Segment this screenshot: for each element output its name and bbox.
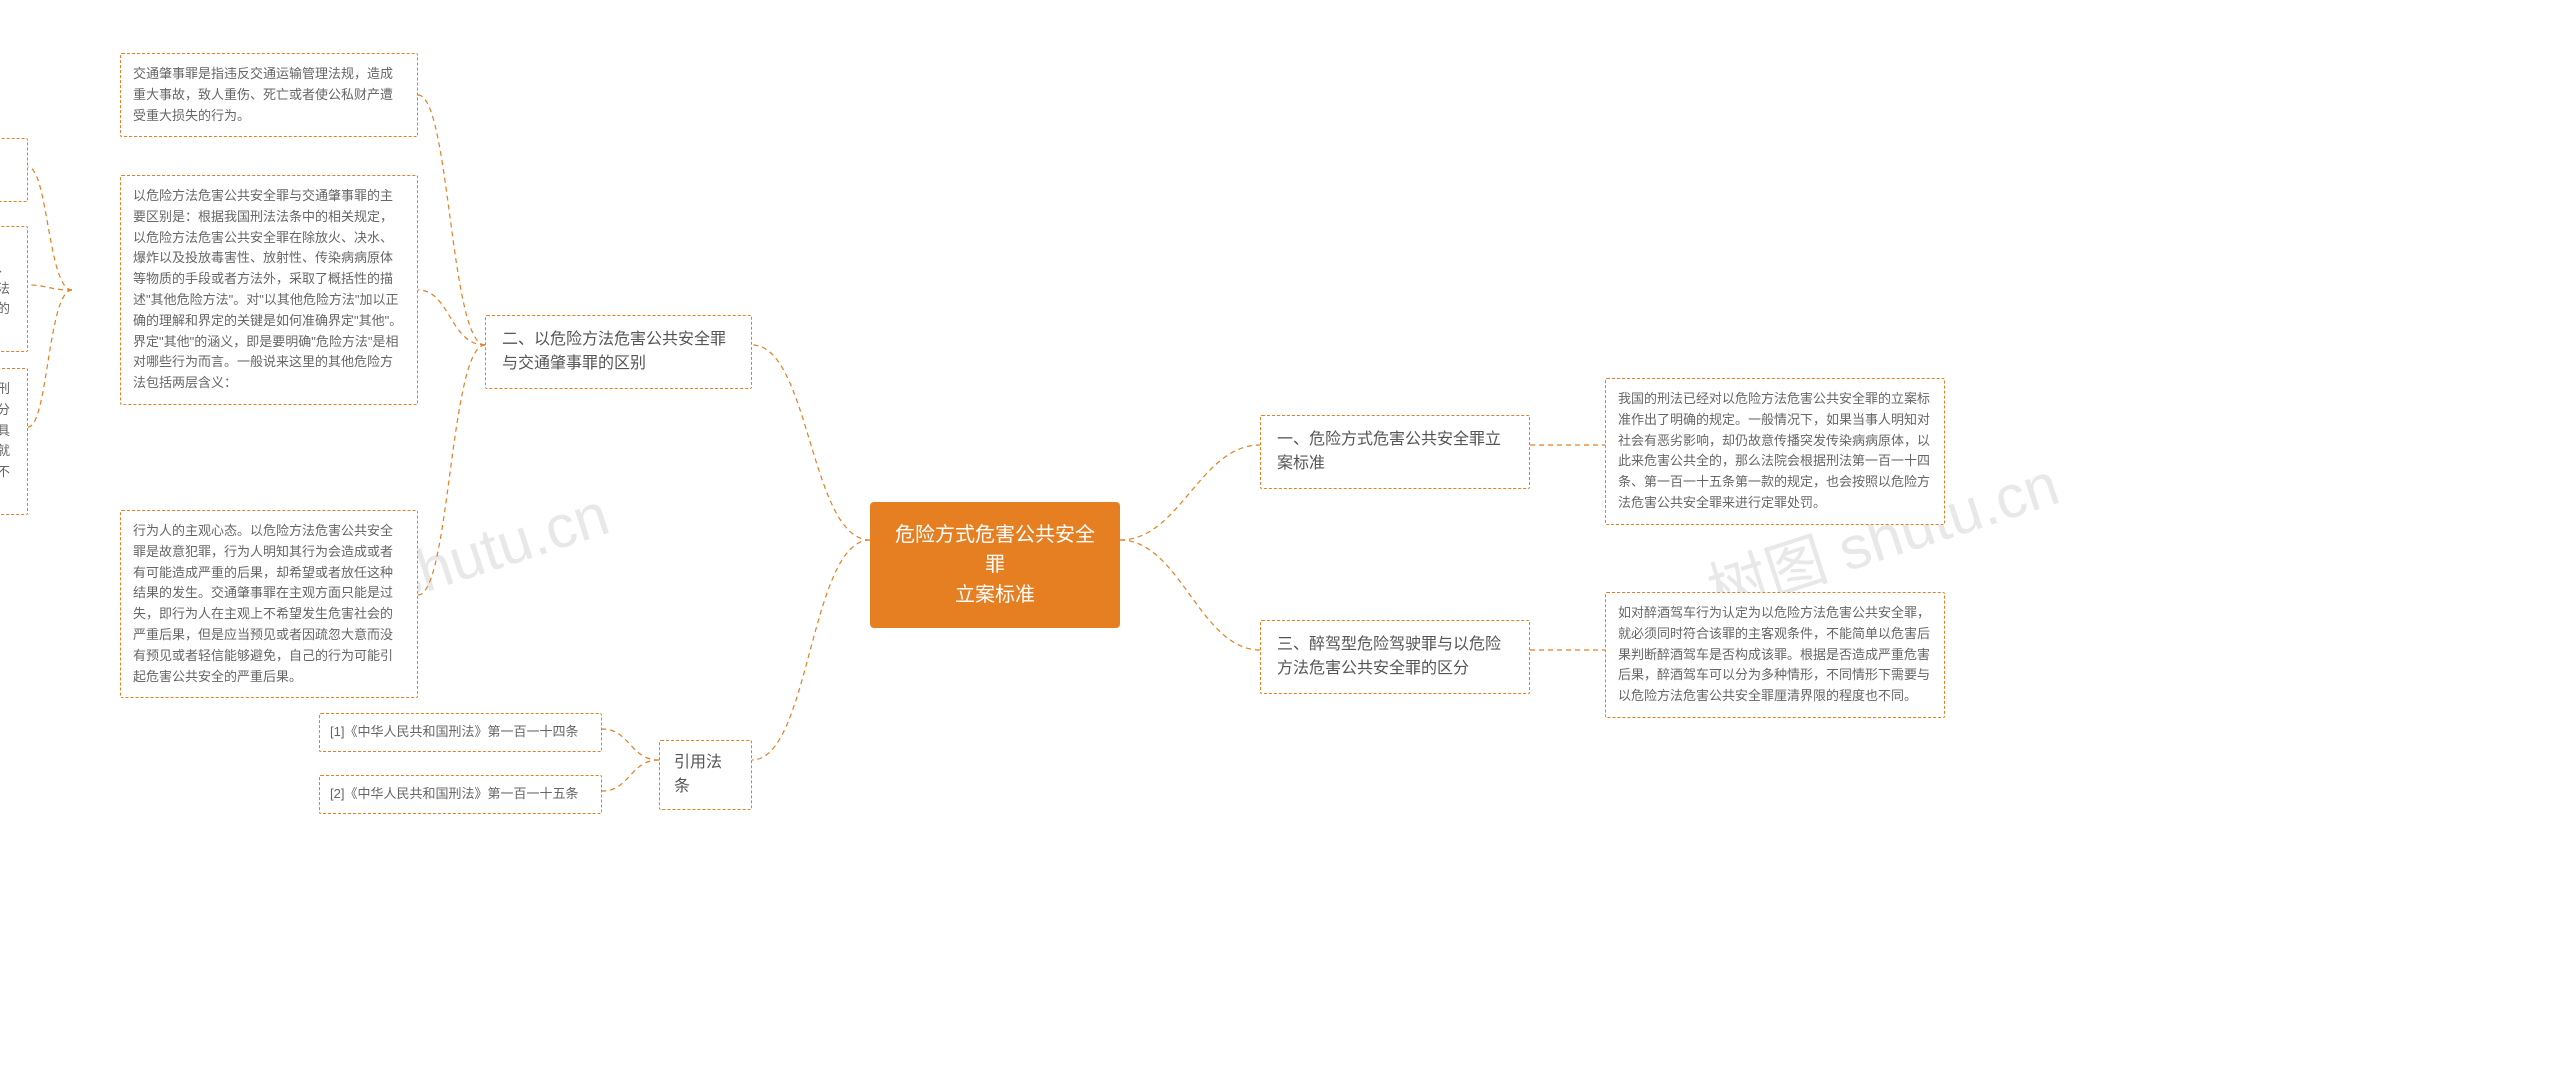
root-title-line2: 立案标准: [894, 580, 1096, 610]
branch-traffic-crime-diff: 二、以危险方法危害公共安全罪与交通肇事罪的区别: [485, 315, 752, 389]
leaf-other-method-1: 第一，其他危险方法是指放火、决水、爆炸、投放危险物质以外的危险方法；: [0, 138, 28, 202]
leaf-ref-law-115: [2]《中华人民共和国刑法》第一百一十五条: [319, 775, 602, 814]
leaf-traffic-crime-def: 交通肇事罪是指违反交通运输管理法规，造成重大事故，致人重伤、死亡或者使公私财产遭…: [120, 53, 418, 137]
branch-filing-standard: 一、危险方式危害公共安全罪立案标准: [1260, 415, 1530, 489]
root-node: 危险方式危害公共安全罪 立案标准: [870, 502, 1120, 628]
leaf-subjective-mindset: 行为人的主观心态。以危险方法危害公共安全罪是故意犯罪，行为人明知其行为会造成或者…: [120, 510, 418, 698]
leaf-main-difference: 以危险方法危害公共安全罪与交通肇事罪的主要区别是：根据我国刑法法条中的相关规定，…: [120, 175, 418, 405]
leaf-filing-standard-detail: 我国的刑法已经对以危险方法危害公共安全罪的立案标准作出了明确的规定。一般情况下，…: [1605, 378, 1945, 525]
leaf-drunk-driving-detail: 如对醉酒驾车行为认定为以危险方法危害公共安全罪，就必须同时符合该罪的主客观条件，…: [1605, 592, 1945, 718]
leaf-other-method-2: 第二，其他危险方法应理解为与放火、决水、爆炸、投放危险物质的危险性相当的、足以危…: [0, 226, 28, 352]
leaf-other-method-3: 第三，其他危险方法应当理解为，是现行刑法没有明确规定的危险方法犯罪，即刑法分则第…: [0, 368, 28, 515]
branch-references: 引用法条: [659, 740, 752, 810]
leaf-ref-law-114: [1]《中华人民共和国刑法》第一百一十四条: [319, 713, 602, 752]
branch-drunk-driving: 三、醉驾型危险驾驶罪与以危险方法危害公共安全罪的区分: [1260, 620, 1530, 694]
root-title-line1: 危险方式危害公共安全罪: [894, 520, 1096, 580]
